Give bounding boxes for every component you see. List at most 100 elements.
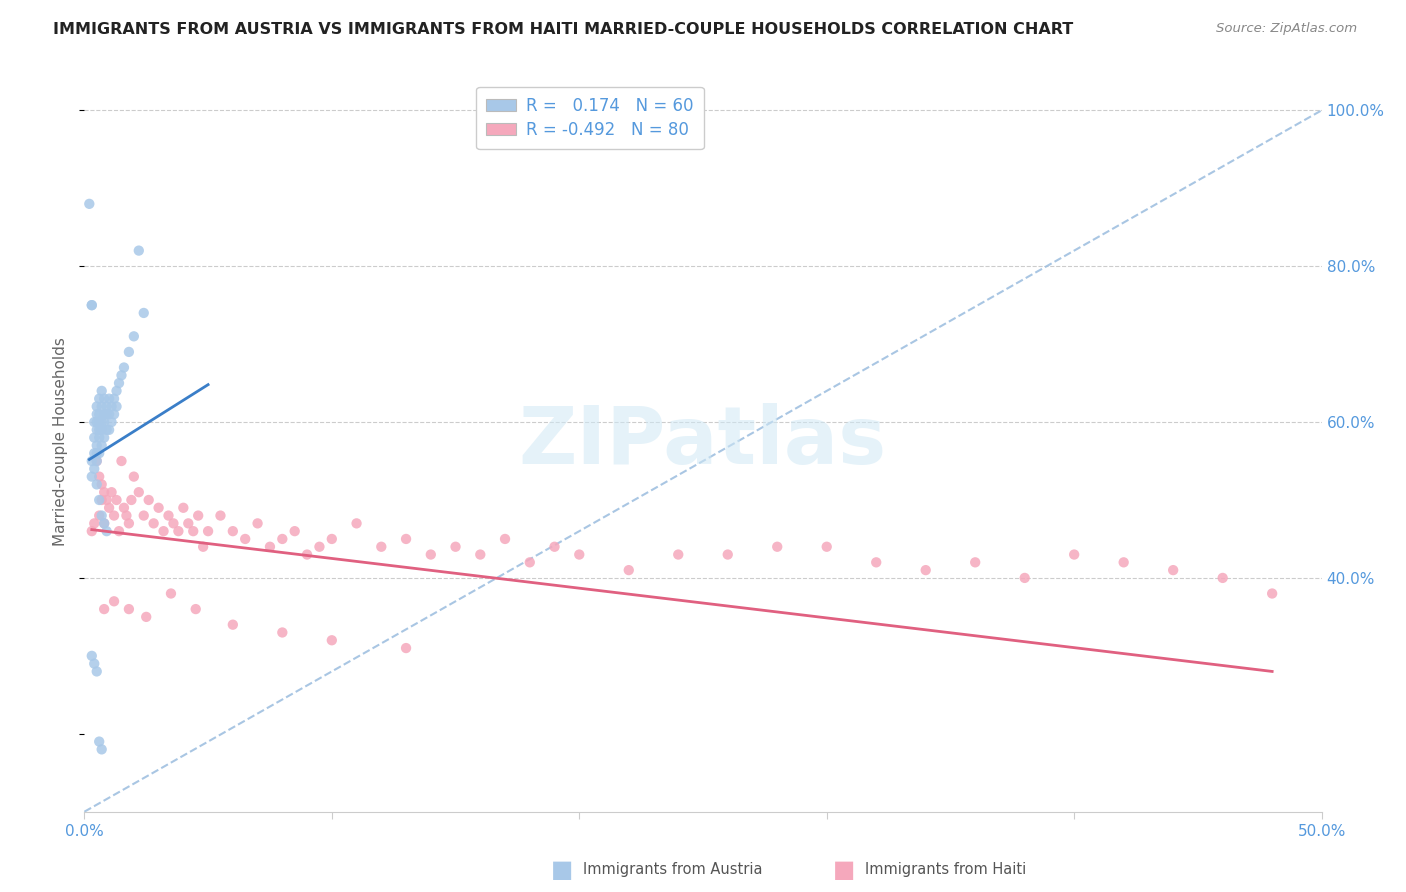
Legend: R =   0.174   N = 60, R = -0.492   N = 80: R = 0.174 N = 60, R = -0.492 N = 80 xyxy=(477,87,704,149)
Point xyxy=(135,610,157,624)
Text: Source: ZipAtlas.com: Source: ZipAtlas.com xyxy=(1216,22,1357,36)
Point xyxy=(98,423,121,437)
Point xyxy=(93,407,115,421)
Point xyxy=(122,329,145,343)
Point xyxy=(160,586,183,600)
Point xyxy=(89,407,111,421)
Point xyxy=(83,462,105,476)
Point xyxy=(543,540,565,554)
Point xyxy=(80,298,103,312)
Point xyxy=(90,400,112,414)
Point xyxy=(105,400,128,414)
Point xyxy=(1063,548,1085,562)
Point xyxy=(89,415,111,429)
Point xyxy=(122,469,145,483)
Point xyxy=(187,508,209,523)
Point xyxy=(96,423,118,437)
Point xyxy=(246,516,269,531)
Point xyxy=(128,485,150,500)
Point xyxy=(142,516,165,531)
Point xyxy=(115,508,138,523)
Point xyxy=(395,641,418,656)
Point xyxy=(346,516,368,531)
Point xyxy=(1014,571,1036,585)
Point xyxy=(96,524,118,538)
Point xyxy=(162,516,184,531)
Point xyxy=(568,548,591,562)
Point xyxy=(86,454,108,468)
Point xyxy=(494,532,516,546)
Text: IMMIGRANTS FROM AUSTRIA VS IMMIGRANTS FROM HAITI MARRIED-COUPLE HOUSEHOLDS CORRE: IMMIGRANTS FROM AUSTRIA VS IMMIGRANTS FR… xyxy=(53,22,1074,37)
Point xyxy=(965,555,987,569)
Point xyxy=(80,469,103,483)
Point xyxy=(90,438,112,452)
Point xyxy=(128,244,150,258)
Point xyxy=(100,400,122,414)
Point xyxy=(233,532,256,546)
Point xyxy=(191,540,214,554)
Point xyxy=(370,540,392,554)
Point xyxy=(197,524,219,538)
Point xyxy=(93,485,115,500)
Point xyxy=(103,392,125,406)
Point xyxy=(93,516,115,531)
Point xyxy=(86,477,108,491)
Point xyxy=(271,625,294,640)
Point xyxy=(89,493,111,508)
Point xyxy=(295,548,318,562)
Point xyxy=(766,540,789,554)
Point xyxy=(470,548,492,562)
Text: ■: ■ xyxy=(832,858,855,881)
Point xyxy=(96,400,118,414)
Point xyxy=(89,508,111,523)
Point xyxy=(90,384,112,398)
Point xyxy=(157,508,180,523)
Point xyxy=(321,633,343,648)
Point xyxy=(83,446,105,460)
Point xyxy=(118,602,141,616)
Point xyxy=(93,602,115,616)
Point xyxy=(132,306,155,320)
Point xyxy=(321,532,343,546)
Point xyxy=(89,446,111,460)
Point xyxy=(172,500,194,515)
Point xyxy=(100,415,122,429)
Point xyxy=(80,524,103,538)
Point xyxy=(89,431,111,445)
Point xyxy=(108,376,131,390)
Point xyxy=(519,555,541,569)
Point xyxy=(105,384,128,398)
Point xyxy=(308,540,330,554)
Point xyxy=(79,197,101,211)
Point xyxy=(395,532,418,546)
Point xyxy=(914,563,936,577)
Point xyxy=(98,500,121,515)
Point xyxy=(105,493,128,508)
Point xyxy=(865,555,887,569)
Point xyxy=(100,485,122,500)
Point xyxy=(103,407,125,421)
Point xyxy=(152,524,174,538)
Point xyxy=(271,532,294,546)
Point xyxy=(86,407,108,421)
Point xyxy=(177,516,200,531)
Point xyxy=(80,298,103,312)
Point xyxy=(112,360,135,375)
Point xyxy=(96,493,118,508)
Point xyxy=(259,540,281,554)
Text: Immigrants from Haiti: Immigrants from Haiti xyxy=(865,863,1026,877)
Point xyxy=(1261,586,1284,600)
Point xyxy=(222,617,245,632)
Point xyxy=(120,493,142,508)
Point xyxy=(86,415,108,429)
Point xyxy=(419,548,441,562)
Point xyxy=(717,548,740,562)
Y-axis label: Married-couple Households: Married-couple Households xyxy=(53,337,69,546)
Point xyxy=(108,524,131,538)
Point xyxy=(96,407,118,421)
Point xyxy=(118,516,141,531)
Point xyxy=(1161,563,1184,577)
Point xyxy=(90,477,112,491)
Point xyxy=(444,540,467,554)
Point xyxy=(86,400,108,414)
